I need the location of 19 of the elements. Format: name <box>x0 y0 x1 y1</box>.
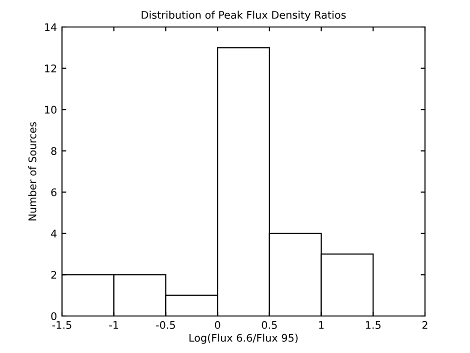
x-tick-label: -0.5 <box>156 321 175 329</box>
x-tick-label: 2 <box>422 321 428 329</box>
y-tick-label: 10 <box>45 106 56 114</box>
y-tick-label: 8 <box>51 147 56 155</box>
x-tick-label: 0 <box>214 321 220 329</box>
y-tick-label: 6 <box>51 188 56 196</box>
x-tick-label: 0.5 <box>262 321 277 329</box>
x-tick-label: -1 <box>109 321 118 329</box>
y-tick-label: 14 <box>45 23 57 31</box>
y-tick-label: 2 <box>51 270 56 279</box>
y-tick-label: 4 <box>51 230 57 238</box>
chart-title: Distribution of Peak Flux Density Ratios <box>142 10 346 21</box>
x-tick-label: -1.5 <box>52 321 72 329</box>
x-tick-label: 1 <box>319 321 324 329</box>
y-axis-title: Number of Sources <box>28 122 36 220</box>
y-tick-label: 0 <box>51 312 56 320</box>
y-tick-label: 12 <box>45 64 56 72</box>
x-tick-label: 1.5 <box>366 321 381 329</box>
x-axis-title: Log(Flux 6.6/Flux 95) <box>190 334 298 344</box>
